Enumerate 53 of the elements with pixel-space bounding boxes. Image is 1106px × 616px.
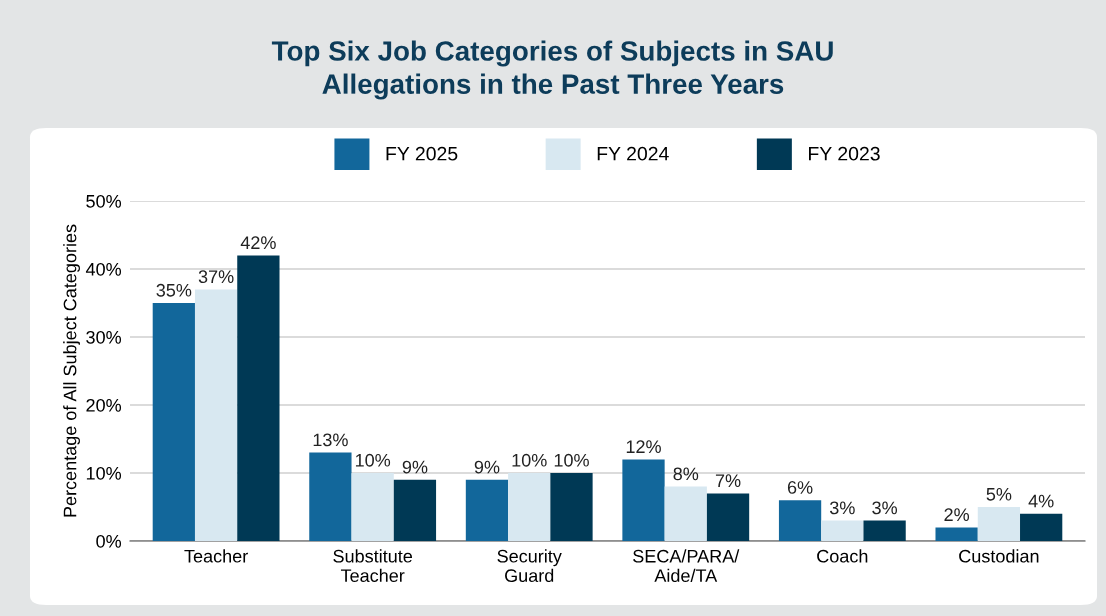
y-tick-label: 10% — [86, 466, 122, 480]
x-tick-label: Teacher — [184, 549, 248, 563]
data-label: 42% — [240, 236, 276, 249]
data-label: 3% — [829, 501, 855, 515]
data-label: 13% — [313, 433, 348, 447]
data-label: 3% — [872, 501, 898, 515]
bar — [351, 473, 394, 541]
x-tick-label: Custodian — [959, 549, 1039, 563]
bar — [550, 473, 593, 541]
x-tick-label: SECA/PARA/ Aide/TA — [633, 549, 740, 583]
bar — [1020, 513, 1063, 541]
bar — [508, 473, 551, 541]
x-tick-label: Security Guard — [497, 549, 562, 583]
data-label: 10% — [554, 453, 589, 467]
y-axis-title: Percentage of All Subject Categories — [63, 224, 80, 517]
bar — [706, 493, 750, 541]
data-label: 35% — [156, 283, 192, 297]
y-tick-label: 50% — [86, 194, 122, 208]
chart-title: Top Six Job Categories of Subjects in SAU Allegations in the Past Three Years — [271, 40, 833, 100]
data-label: 12% — [626, 440, 661, 453]
y-tick-label: 40% — [85, 262, 122, 276]
legend-label: FY 2023 — [809, 146, 880, 161]
bar — [821, 520, 864, 541]
data-label: 10% — [355, 453, 391, 467]
data-label: 6% — [787, 481, 813, 494]
data-label: 8% — [673, 467, 699, 481]
legend-label: FY 2024 — [597, 146, 669, 161]
x-tick-label: Substitute Teacher — [333, 549, 413, 583]
y-tick-label: 20% — [86, 398, 122, 412]
data-label: 9% — [474, 460, 500, 474]
data-label: 4% — [1028, 494, 1054, 508]
data-label: 10% — [512, 453, 547, 467]
bar — [152, 303, 195, 541]
data-label: 37% — [198, 270, 234, 284]
legend-label: FY 2025 — [386, 146, 458, 161]
bar — [664, 486, 707, 541]
bar — [622, 459, 665, 541]
y-tick-label: 0% — [96, 534, 122, 548]
bar — [863, 520, 906, 541]
bar — [465, 479, 509, 541]
bar — [309, 452, 352, 541]
bar — [393, 479, 437, 541]
y-tick-label: 30% — [86, 330, 122, 344]
data-label: 5% — [986, 487, 1012, 501]
bar — [935, 527, 978, 541]
bar — [977, 507, 1021, 541]
data-label: 9% — [402, 460, 428, 474]
x-tick-label: Coach — [817, 549, 868, 563]
bar — [237, 255, 280, 541]
data-label: 7% — [715, 474, 741, 487]
data-label: 2% — [944, 508, 970, 521]
bar — [778, 500, 822, 541]
bar — [194, 289, 238, 541]
